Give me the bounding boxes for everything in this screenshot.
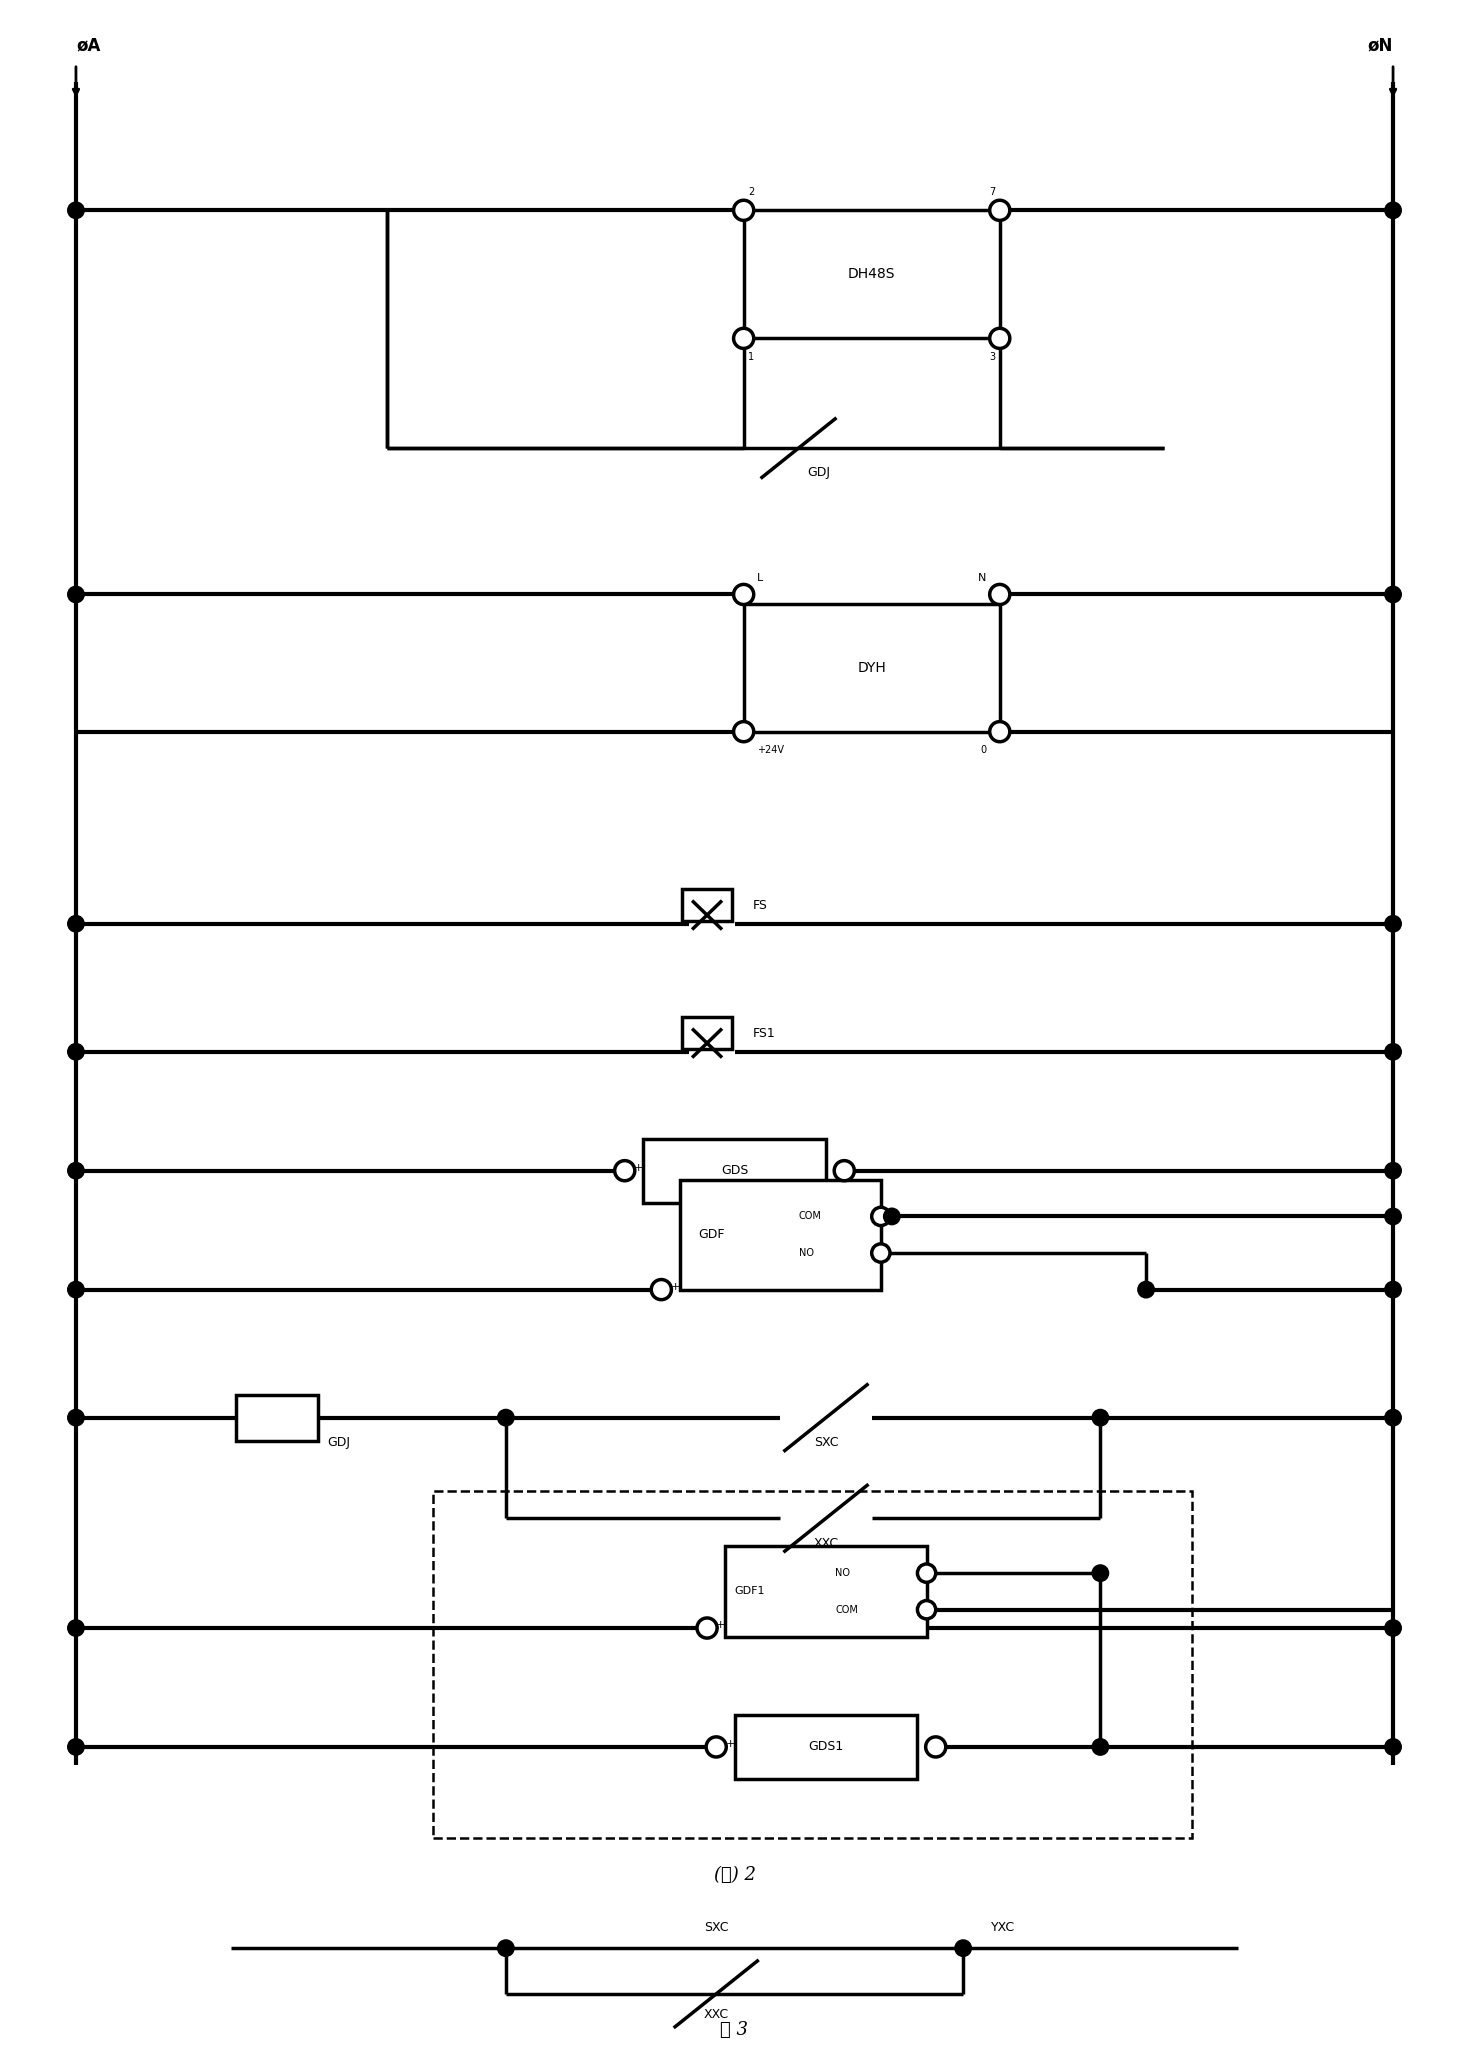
Text: +: + <box>670 1282 680 1292</box>
Circle shape <box>68 587 84 604</box>
Bar <box>682 889 732 922</box>
Text: SXC: SXC <box>814 1437 839 1449</box>
Text: +: + <box>726 1738 734 1749</box>
Text: +: + <box>635 1164 643 1172</box>
Circle shape <box>1385 1209 1401 1224</box>
Text: COM: COM <box>799 1211 821 1222</box>
Text: 7: 7 <box>989 186 995 196</box>
Text: +24V: +24V <box>758 746 784 754</box>
Bar <box>743 211 1000 339</box>
Circle shape <box>68 1410 84 1426</box>
Text: XXC: XXC <box>814 1536 839 1550</box>
Text: NO: NO <box>834 1569 851 1577</box>
Circle shape <box>498 1941 514 1955</box>
Circle shape <box>883 1209 900 1224</box>
Circle shape <box>68 1162 84 1178</box>
Bar <box>734 1716 918 1780</box>
Text: GDF1: GDF1 <box>734 1587 765 1596</box>
Circle shape <box>1385 916 1401 932</box>
Circle shape <box>925 1736 946 1757</box>
Circle shape <box>68 203 84 219</box>
Bar <box>237 1395 319 1441</box>
Text: YXC: YXC <box>990 1922 1015 1935</box>
Text: GDJ: GDJ <box>328 1437 351 1449</box>
Circle shape <box>1385 1044 1401 1060</box>
Circle shape <box>733 721 754 742</box>
Text: COM: COM <box>834 1604 858 1614</box>
Circle shape <box>1385 1621 1401 1637</box>
Text: 1: 1 <box>748 351 755 362</box>
Circle shape <box>68 1621 84 1637</box>
Circle shape <box>1385 1282 1401 1298</box>
Circle shape <box>871 1244 890 1263</box>
Circle shape <box>651 1279 671 1300</box>
Circle shape <box>68 1044 84 1060</box>
Text: FS1: FS1 <box>752 1027 776 1040</box>
Circle shape <box>1138 1282 1155 1298</box>
Text: NO: NO <box>799 1248 814 1259</box>
Text: GDF: GDF <box>698 1228 724 1240</box>
Circle shape <box>990 721 1009 742</box>
Text: 2: 2 <box>748 186 755 196</box>
Circle shape <box>990 200 1009 221</box>
Text: GDJ: GDJ <box>808 467 830 480</box>
Circle shape <box>733 200 754 221</box>
Text: SXC: SXC <box>704 1922 729 1935</box>
Bar <box>680 1180 881 1290</box>
Circle shape <box>1385 587 1401 604</box>
Bar <box>433 1490 1191 1838</box>
Circle shape <box>1385 1162 1401 1178</box>
Circle shape <box>1385 1410 1401 1426</box>
Circle shape <box>707 1736 726 1757</box>
Circle shape <box>68 916 84 932</box>
Text: N: N <box>978 573 986 583</box>
Text: DH48S: DH48S <box>848 267 896 281</box>
Circle shape <box>68 1282 84 1298</box>
Circle shape <box>1091 1410 1109 1426</box>
Circle shape <box>918 1565 936 1583</box>
Text: øN: øN <box>1368 37 1393 56</box>
Bar <box>682 1017 732 1050</box>
Text: (图) 2: (图) 2 <box>714 1867 755 1883</box>
Text: L: L <box>758 573 764 583</box>
Circle shape <box>733 329 754 349</box>
Text: GDS: GDS <box>721 1164 748 1178</box>
Text: 图 3: 图 3 <box>720 2022 749 2040</box>
Circle shape <box>696 1618 717 1637</box>
Text: GDS1: GDS1 <box>808 1740 843 1753</box>
Bar <box>726 1546 927 1637</box>
Text: DYH: DYH <box>858 661 886 674</box>
Text: øA: øA <box>76 37 100 56</box>
Circle shape <box>733 585 754 604</box>
Circle shape <box>834 1162 855 1180</box>
Circle shape <box>990 329 1009 349</box>
Circle shape <box>1385 1738 1401 1755</box>
Circle shape <box>955 1941 971 1955</box>
Bar <box>743 604 1000 732</box>
Circle shape <box>871 1207 890 1226</box>
Circle shape <box>68 1738 84 1755</box>
Circle shape <box>1091 1738 1109 1755</box>
Text: 3: 3 <box>989 351 995 362</box>
Circle shape <box>614 1162 635 1180</box>
Circle shape <box>1091 1565 1109 1581</box>
Text: +: + <box>717 1621 726 1631</box>
Bar <box>643 1139 826 1203</box>
Text: 0: 0 <box>980 746 986 754</box>
Text: XXC: XXC <box>704 2007 729 2022</box>
Circle shape <box>498 1410 514 1426</box>
Circle shape <box>990 585 1009 604</box>
Circle shape <box>1385 203 1401 219</box>
Text: FS: FS <box>752 899 768 912</box>
Circle shape <box>918 1600 936 1618</box>
